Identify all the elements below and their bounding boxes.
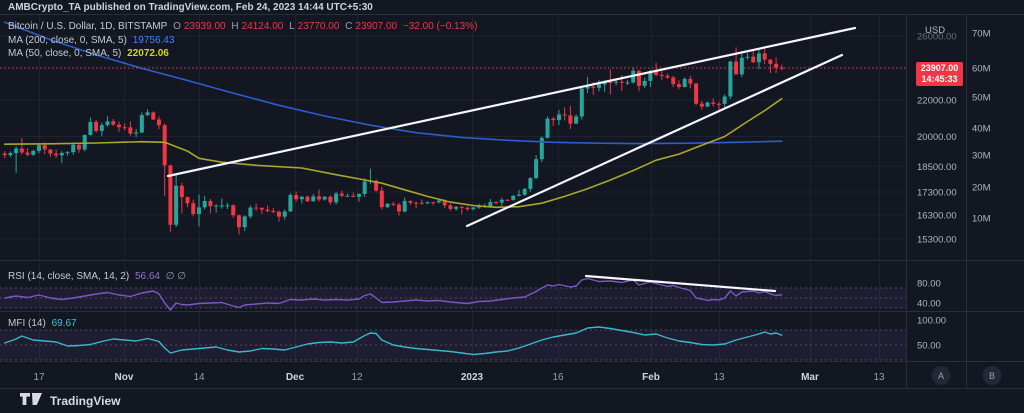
high-value: 24124.00: [241, 21, 284, 32]
close-label: C: [345, 21, 353, 32]
svg-text:70M: 70M: [972, 29, 991, 40]
ma200-label: MA (200, close, 0, SMA, 5): [8, 34, 127, 46]
svg-text:20000.00: 20000.00: [917, 132, 957, 143]
svg-text:13: 13: [713, 372, 725, 383]
rsi-legend[interactable]: RSI (14, close, SMA, 14, 2) 56.64 ∅ ∅: [8, 271, 189, 283]
footer-bar: TradingView: [0, 389, 1024, 413]
svg-text:13: 13: [873, 372, 885, 383]
tradingview-brand-text[interactable]: TradingView: [50, 394, 121, 408]
svg-text:17: 17: [33, 372, 45, 383]
svg-text:18500.00: 18500.00: [917, 162, 957, 173]
pane-button-a[interactable]: A: [931, 366, 951, 385]
rsi-hidden-values: ∅ ∅: [165, 271, 186, 282]
bar-countdown: 14:45:33: [921, 74, 958, 84]
svg-text:10M: 10M: [972, 214, 991, 225]
ma200-value: 19756.43: [132, 34, 175, 46]
svg-text:12: 12: [351, 372, 363, 383]
ma200-row[interactable]: MA (200, close, 0, SMA, 5) 19756.43: [8, 35, 480, 47]
svg-text:Nov: Nov: [115, 372, 134, 383]
svg-text:80.00: 80.00: [917, 279, 941, 290]
svg-text:20M: 20M: [972, 183, 991, 194]
symbol-row[interactable]: Bitcoin / U.S. Dollar, 1D, BITSTAMP O 239…: [8, 21, 480, 33]
svg-text:Feb: Feb: [642, 372, 660, 383]
svg-text:60M: 60M: [972, 64, 991, 75]
ma50-row[interactable]: MA (50, close, 0, SMA, 5) 22072.06: [8, 48, 480, 60]
chart-legend: Bitcoin / U.S. Dollar, 1D, BITSTAMP O 239…: [8, 21, 480, 62]
svg-text:USD: USD: [925, 25, 945, 36]
svg-text:26000.00: 26000.00: [917, 32, 957, 43]
ma50-value: 22072.06: [127, 48, 169, 59]
publish-info: AMBCrypto_TA published on TradingView.co…: [8, 2, 373, 13]
last-price-badge: 23907.00 14:45:33: [916, 62, 963, 86]
svg-text:2023: 2023: [461, 372, 484, 383]
rsi-label: RSI (14, close, SMA, 14, 2): [8, 271, 130, 282]
svg-text:50.00: 50.00: [917, 341, 941, 352]
low-value: 23770.00: [297, 21, 340, 32]
symbol-title[interactable]: Bitcoin / U.S. Dollar, 1D, BITSTAMP: [8, 21, 168, 32]
mfi-value: 69.67: [51, 318, 77, 329]
high-label: H: [231, 21, 239, 32]
svg-text:A: A: [938, 371, 944, 381]
pane-button-b[interactable]: B: [982, 366, 1002, 385]
svg-text:16: 16: [552, 372, 564, 383]
svg-text:40M: 40M: [972, 124, 991, 135]
svg-text:Dec: Dec: [286, 372, 305, 383]
svg-text:22000.00: 22000.00: [917, 96, 957, 107]
open-label: O: [173, 21, 181, 32]
svg-text:15300.00: 15300.00: [917, 235, 957, 246]
rsi-value: 56.64: [134, 271, 160, 282]
tradingview-logo-icon[interactable]: [20, 392, 42, 411]
publish-header: AMBCrypto_TA published on TradingView.co…: [8, 1, 373, 14]
ma50-label: MA (50, close, 0, SMA, 5): [8, 48, 122, 59]
open-value: 23939.00: [183, 21, 226, 32]
svg-text:100.00: 100.00: [917, 316, 946, 327]
svg-text:40.00: 40.00: [917, 299, 941, 310]
mfi-label: MFI (14): [8, 318, 46, 329]
close-value: 23907.00: [355, 21, 398, 32]
svg-text:30M: 30M: [972, 151, 991, 162]
change-value: −32.00 (−0.13%): [402, 21, 478, 32]
svg-text:Mar: Mar: [801, 372, 819, 383]
svg-text:50M: 50M: [972, 93, 991, 104]
svg-text:B: B: [989, 371, 995, 381]
svg-text:16300.00: 16300.00: [917, 210, 957, 221]
svg-text:14: 14: [193, 372, 205, 383]
svg-text:17300.00: 17300.00: [917, 187, 957, 198]
low-label: L: [289, 21, 295, 32]
last-price: 23907.00: [920, 63, 959, 73]
mfi-legend[interactable]: MFI (14) 69.67: [8, 318, 80, 330]
